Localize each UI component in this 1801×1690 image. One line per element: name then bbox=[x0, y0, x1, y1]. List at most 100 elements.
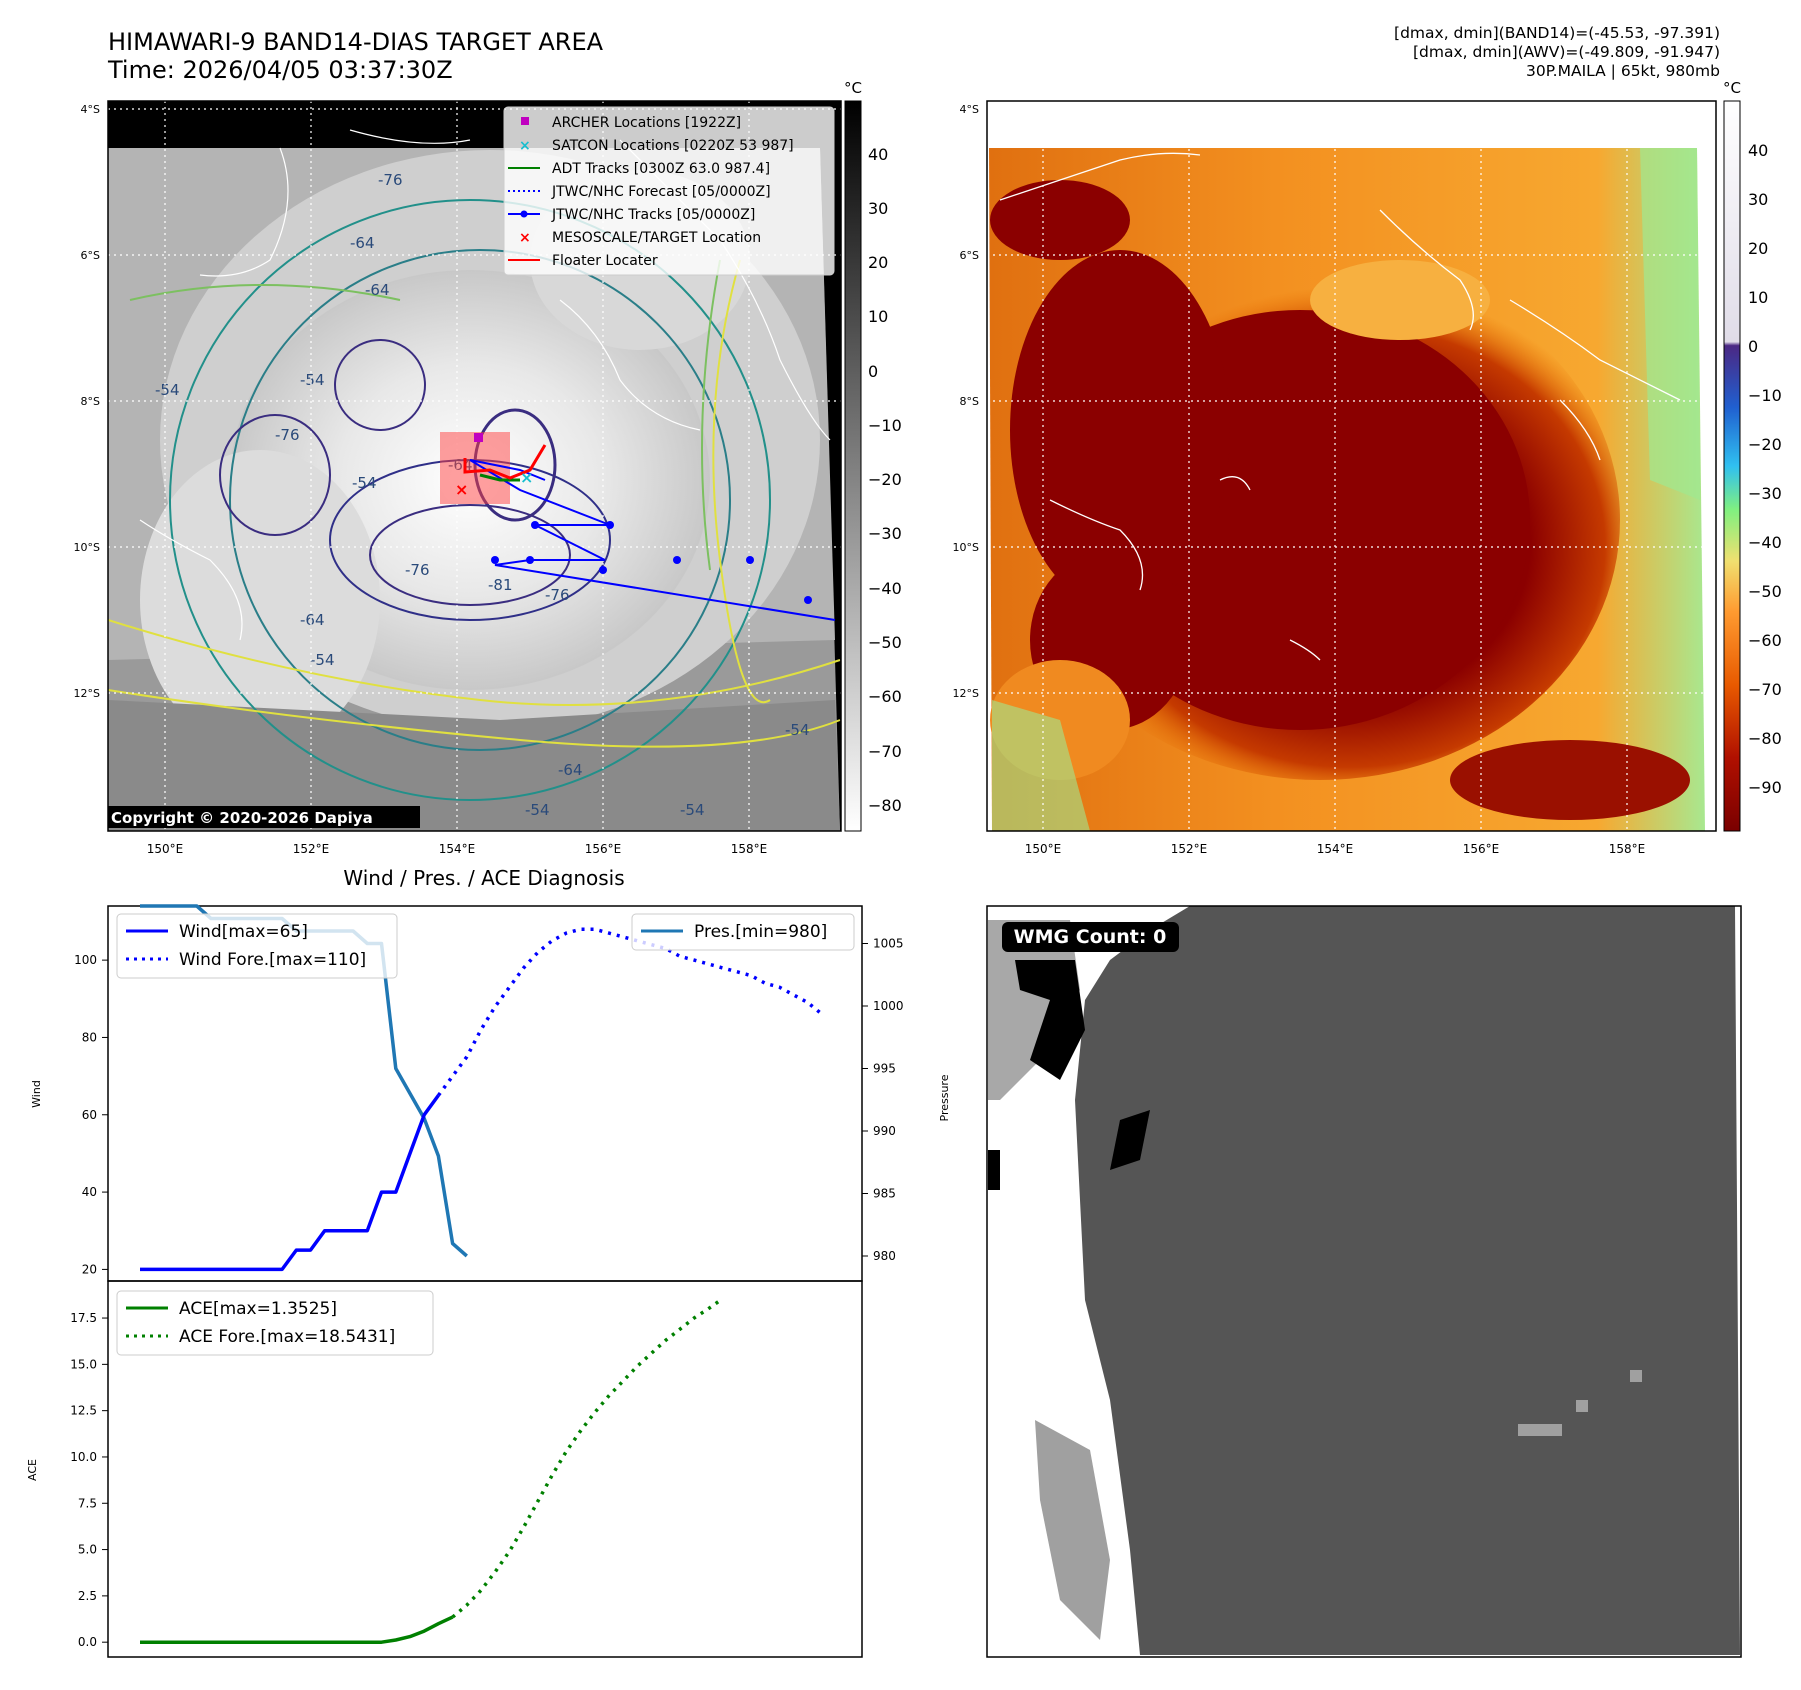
contour-label: -54 bbox=[680, 801, 705, 819]
colorbar-tick: −40 bbox=[868, 579, 902, 598]
legend-wind-label: Wind[max=65] bbox=[179, 922, 308, 942]
contour-label: -76 bbox=[405, 561, 430, 579]
stat-line1: [dmax, dmin](BAND14)=(-45.53, -97.391) bbox=[1394, 24, 1720, 42]
lat-tick: 8°S bbox=[960, 395, 979, 408]
wind-ytick-label: 80 bbox=[82, 1030, 97, 1044]
wmg-black-region bbox=[988, 1150, 1000, 1190]
lat-tick: 4°S bbox=[960, 103, 979, 116]
satcon-location-marker: × bbox=[520, 468, 533, 487]
wmg-black-region bbox=[1015, 960, 1085, 1080]
lat-tick: 8°S bbox=[81, 395, 100, 408]
ace-legend: ACE[max=1.3525] ACE Fore.[max=18.5431] bbox=[116, 1290, 434, 1356]
wmg-frame bbox=[986, 905, 1742, 1658]
colorbar-tick: −60 bbox=[868, 687, 902, 706]
lon-tick: 150°E bbox=[1025, 842, 1062, 856]
colorbar-tick: −20 bbox=[868, 470, 902, 489]
legend-archer-icon bbox=[521, 117, 529, 125]
colorbar-tick: −30 bbox=[868, 524, 902, 543]
lat-tick: 10°S bbox=[953, 541, 979, 554]
colorbar-tick: 10 bbox=[1748, 288, 1768, 307]
right-colorbar: °C 40 30 20 10 0 −10 −20 −30 −40 −50 −60… bbox=[1723, 79, 1782, 832]
contour-label: -54 bbox=[300, 371, 325, 389]
lon-tick: 158°E bbox=[1609, 842, 1646, 856]
lat-tick: 4°S bbox=[81, 103, 100, 116]
legend-pressure-label: Pres.[min=980] bbox=[694, 922, 827, 942]
ace-ytick-label: 0.0 bbox=[78, 1635, 97, 1649]
right-map-lon-ticks: 150°E 152°E 154°E 156°E 158°E bbox=[1025, 842, 1646, 856]
colorbar-tick: 10 bbox=[868, 307, 888, 326]
figure-stats: [dmax, dmin](BAND14)=(-45.53, -97.391) [… bbox=[1394, 24, 1720, 81]
colorbar-tick: −20 bbox=[1748, 435, 1782, 454]
right-map-panel: 4°S 6°S 8°S 10°S 12°S 150°E 152°E 154°E … bbox=[953, 79, 1782, 856]
lat-tick: 12°S bbox=[74, 687, 100, 700]
pressure-ytick-label: 995 bbox=[873, 1062, 896, 1076]
wmg-panel: Pressure WMG Count: 0 bbox=[938, 905, 1742, 1658]
contour-label: -76 bbox=[275, 426, 300, 444]
lat-tick: 6°S bbox=[960, 249, 979, 262]
wmg-badge bbox=[1002, 922, 1179, 952]
ace-ytick-label: 12.5 bbox=[70, 1404, 97, 1418]
jtwc-track-point bbox=[673, 556, 681, 564]
wmg-gray-region bbox=[1035, 1420, 1110, 1640]
colorbar-tick: 0 bbox=[1748, 337, 1758, 356]
jtwc-track-point bbox=[599, 566, 607, 574]
wind-ylabel: Wind bbox=[30, 1080, 43, 1108]
pressure-ytick-label: 985 bbox=[873, 1187, 896, 1201]
colorbar-tick: −70 bbox=[1748, 680, 1782, 699]
colorbar-tick: 40 bbox=[1748, 141, 1768, 160]
ace-ylabel: ACE bbox=[26, 1459, 39, 1481]
diagnosis-title: Wind / Pres. / ACE Diagnosis bbox=[343, 866, 624, 890]
contour-label: -54 bbox=[155, 381, 180, 399]
pressure-legend: Pres.[min=980] bbox=[631, 913, 855, 951]
contour-label: -64 bbox=[350, 234, 375, 252]
jtwc-track-point bbox=[804, 596, 812, 604]
wind-ytick-label: 60 bbox=[82, 1108, 97, 1122]
right-colorbar-unit: °C bbox=[1723, 79, 1741, 97]
legend-floater-label: Floater Locater bbox=[552, 253, 658, 269]
wind-line bbox=[140, 1094, 440, 1272]
wind-legend: Wind[max=65] Wind Fore.[max=110] bbox=[116, 913, 398, 979]
wind-ytick-label: 40 bbox=[82, 1185, 97, 1199]
lon-tick: 156°E bbox=[585, 842, 622, 856]
contour-label: -54 bbox=[310, 651, 335, 669]
left-map-panel: -76 -64 -64 -54 -54 -76 -54 -64 -76 -81 … bbox=[74, 79, 902, 856]
ace-ytick-label: 2.5 bbox=[78, 1589, 97, 1603]
adt-track bbox=[479, 473, 520, 482]
pressure-ytick-label: 1005 bbox=[873, 937, 904, 951]
right-map-frame bbox=[986, 100, 1717, 832]
contour-label: -54 bbox=[352, 474, 377, 492]
colorbar-tick: −80 bbox=[868, 796, 902, 815]
lat-tick: 12°S bbox=[953, 687, 979, 700]
colorbar-tick: −90 bbox=[1748, 778, 1782, 797]
colorbar-tick: −50 bbox=[1748, 582, 1782, 601]
left-map-legend: ARCHER Locations [1922Z] × SATCON Locati… bbox=[503, 106, 835, 276]
left-map-frame bbox=[107, 100, 842, 832]
contour-label: -64 bbox=[300, 611, 325, 629]
colorbar-tick: −80 bbox=[1748, 729, 1782, 748]
pressure-ytick-label: 980 bbox=[873, 1249, 896, 1263]
colorbar-tick: −30 bbox=[1748, 484, 1782, 503]
wmg-gray-pixel bbox=[1518, 1424, 1562, 1436]
legend-ace-fore-label: ACE Fore.[max=18.5431] bbox=[179, 1327, 395, 1347]
ace-ytick-label: 10.0 bbox=[70, 1450, 97, 1464]
contour-label: -54 bbox=[785, 721, 810, 739]
contour-label: -64 bbox=[365, 281, 390, 299]
legend-archer-label: ARCHER Locations [1922Z] bbox=[552, 115, 741, 131]
figure-title-line2: Time: 2026/04/05 03:37:30Z bbox=[108, 56, 453, 84]
contour-label: -54 bbox=[525, 801, 550, 819]
wmg-badge-text: WMG Count: 0 bbox=[1014, 926, 1167, 948]
left-map-lon-ticks: 150°E 152°E 154°E 156°E 158°E bbox=[147, 842, 768, 856]
figure-title: HIMAWARI-9 BAND14-DIAS TARGET AREA Time:… bbox=[108, 28, 603, 84]
wmg-gray-pixel bbox=[1630, 1370, 1642, 1382]
left-colorbar: °C 40 30 20 10 0 −10 −20 −30 −40 −50 −60… bbox=[844, 79, 902, 832]
ace-ytick-label: 5.0 bbox=[78, 1543, 97, 1557]
right-map-lat-ticks: 4°S 6°S 8°S 10°S 12°S bbox=[953, 103, 979, 700]
colorbar-tick: −10 bbox=[1748, 386, 1782, 405]
legend-jtwc-forecast-label: JTWC/NHC Forecast [05/0000Z] bbox=[551, 184, 771, 200]
right-map-image bbox=[987, 101, 1716, 831]
diagnosis-panel: Wind / Pres. / ACE Diagnosis Wind ACE 20… bbox=[26, 866, 904, 1658]
lon-tick: 150°E bbox=[147, 842, 184, 856]
wmg-gray-pixel bbox=[1576, 1400, 1588, 1412]
wind-forecast-line bbox=[436, 927, 824, 1097]
